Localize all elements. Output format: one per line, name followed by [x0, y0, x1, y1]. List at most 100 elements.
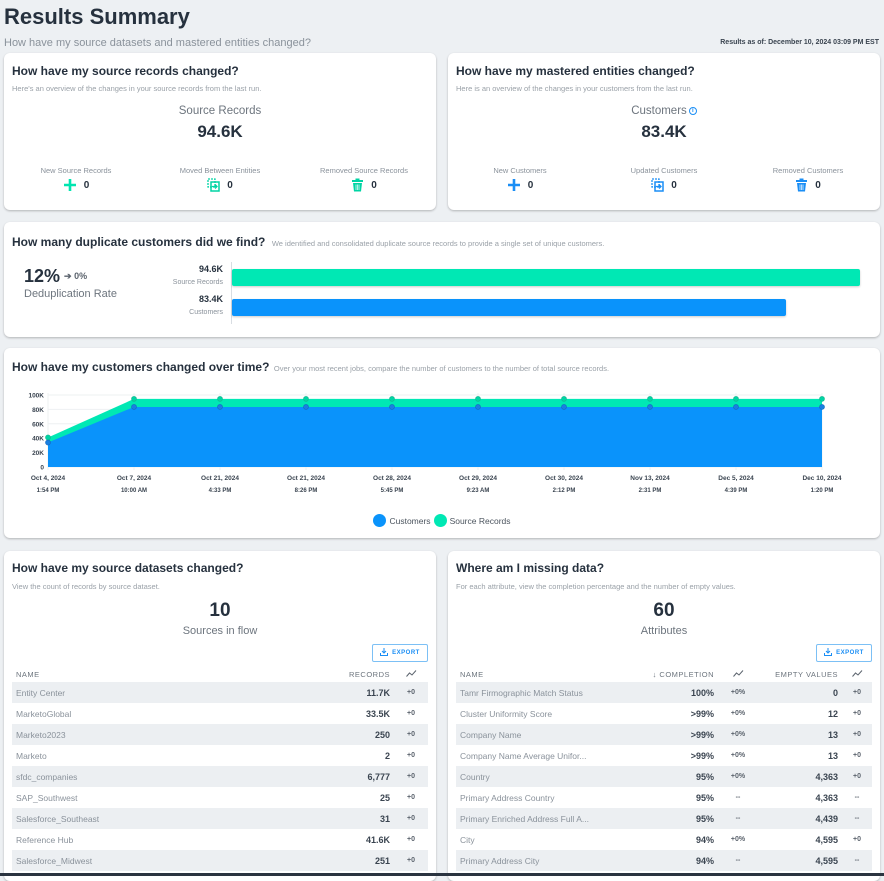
trend-column-header[interactable] — [718, 666, 758, 682]
table-row[interactable]: MarketoGlobal 33.5K +0 — [12, 703, 428, 724]
table-row[interactable]: Primary Address Country 95% -- 4,363 -- — [456, 787, 872, 808]
column-header-empty-values[interactable]: EMPTY VALUES — [775, 669, 838, 679]
y-tick-label: 20K — [32, 450, 44, 457]
export-label: EXPORT — [392, 650, 420, 656]
attribute-name: Company Name — [456, 724, 638, 745]
table-row[interactable]: Primary Enriched Address Full A... 95% -- 4… — [456, 808, 872, 829]
dataset-records: 41.6K — [365, 834, 390, 845]
dedup-rate-label: Deduplication Rate — [24, 288, 117, 300]
area-chart: 0 20K 40K 60K 80K 100K Oct 4, 2024 1:54 PM Oct 7… — [28, 393, 841, 495]
data-point-customers — [733, 404, 739, 410]
attribute-name: Primary Address City — [456, 850, 638, 871]
table-row[interactable]: Reference Hub 41.6K +0 — [12, 829, 428, 850]
card-description: View the count of records by source data… — [12, 582, 160, 591]
attribute-completion: 100% — [638, 682, 718, 703]
stat-new: New Customers 0 — [448, 166, 592, 192]
attribute-completion: >99% — [638, 724, 718, 745]
legend-item-source-records[interactable]: Source Records — [433, 514, 511, 527]
dataset-records: 250 — [324, 724, 394, 745]
data-point-source-records — [131, 396, 137, 402]
column-header-name[interactable]: NAME — [460, 669, 484, 679]
table-row[interactable]: sfdc_companies 6,777 +0 — [12, 766, 428, 787]
card-title: How have my source records changed? — [12, 64, 239, 78]
attribute-empty-delta: -- — [854, 794, 860, 801]
table-row[interactable]: Salesforce_Southeast 31 +0 — [12, 808, 428, 829]
attribute-completion: 94% — [695, 834, 714, 845]
column-header-records[interactable]: RECORDS — [348, 669, 390, 679]
metric-label: Source Records — [178, 105, 262, 117]
table-row[interactable]: Salesforce_Midwest 251 +0 — [12, 850, 428, 871]
attribute-completion: >99% — [690, 750, 714, 761]
metric-label: Customers — [631, 105, 687, 117]
delta-value: 0% — [74, 271, 88, 281]
table-row[interactable]: Marketo 2 +0 — [12, 745, 428, 766]
card-title: How have my mastered entities changed? — [456, 64, 695, 78]
x-tick-label-date: Oct 30, 2024 — [545, 475, 583, 482]
table-row[interactable]: SAP_Southwest 25 +0 — [12, 787, 428, 808]
dataset-name: SAP_Southwest — [16, 792, 78, 803]
table-row[interactable]: Primary Address City 94% -- 4,595 -- — [456, 850, 872, 871]
data-point-customers — [131, 404, 137, 410]
card-title: How have my source datasets changed? — [12, 561, 244, 575]
x-tick-label-time: 2:12 PM — [553, 488, 576, 494]
attribute-name: Primary Enriched Address Full A... — [456, 808, 638, 829]
dataset-name: MarketoGlobal — [16, 708, 72, 719]
table-row[interactable]: Entity Center 11.7K +0 — [12, 682, 428, 703]
attribute-empty-delta: +0 — [853, 710, 861, 717]
card-description: Over your most recent jobs, compare the … — [273, 364, 610, 373]
column-header-name[interactable]: NAME — [16, 669, 40, 679]
table-row[interactable]: Tamr Firmographic Match Status 100% +0% 0 +0 — [456, 682, 872, 703]
dataset-records-delta: +0 — [394, 808, 428, 829]
trend-column-header[interactable] — [842, 666, 872, 682]
y-tick-label: 60K — [32, 421, 44, 428]
stat-updated: Updated Customers 0 — [592, 166, 736, 192]
legend-item-customers[interactable]: Customers — [373, 514, 431, 527]
attribute-empty-delta: +0 — [842, 682, 872, 703]
sources-count: 10 — [209, 600, 231, 621]
dedup-rate-value: 12% — [24, 266, 61, 286]
stat-new: New Source Records 0 — [4, 166, 148, 192]
chart-legend: Customers Source Records — [4, 514, 880, 527]
stat-value: 0 — [527, 179, 534, 191]
data-point-source-records — [389, 396, 395, 402]
data-point-customers — [45, 439, 51, 446]
export-button[interactable]: EXPORT — [816, 644, 872, 662]
trend-column-header[interactable] — [394, 666, 428, 682]
info-icon[interactable]: i — [688, 107, 697, 115]
column-header-completion[interactable]: ↓ COMPLETION — [652, 669, 714, 679]
download-icon — [824, 648, 833, 658]
attribute-completion-delta: +0% — [730, 710, 746, 717]
stats-row: New Source Records 0 Moved Between Entit… — [4, 166, 436, 192]
attribute-completion: 95% — [638, 808, 718, 829]
table-row[interactable]: Cluster Uniformity Score >99% +0% 12 +0 — [456, 703, 872, 724]
table-row[interactable]: Company Name Average Unifor... >99% +0% 13 +… — [456, 745, 872, 766]
attribute-empty-delta: +0 — [853, 752, 861, 759]
x-tick-label-time: 1:54 PM — [37, 488, 60, 494]
table-row[interactable]: Country 95% +0% 4,363 +0 — [456, 766, 872, 787]
move-icon — [651, 178, 664, 192]
legend-label: Customers — [389, 515, 431, 526]
table-row[interactable]: City 94% +0% 4,595 +0 — [456, 829, 872, 850]
export-button[interactable]: EXPORT — [372, 644, 428, 662]
data-point-customers — [647, 404, 653, 410]
stat-value: 0 — [83, 179, 90, 191]
attribute-empty-values: 4,595 — [815, 834, 838, 845]
arrow-right-icon: ➔ — [64, 271, 75, 281]
card-description: For each attribute, view the completion … — [456, 582, 736, 591]
stat-label: New Customers — [493, 166, 547, 175]
dataset-records: 33.5K — [365, 708, 390, 719]
bar-customers — [232, 299, 786, 316]
data-point-source-records — [561, 396, 567, 402]
attribute-name: Cluster Uniformity Score — [460, 708, 553, 719]
dataset-records-delta: +0 — [407, 836, 415, 843]
x-tick-label-date: Oct 29, 2024 — [459, 475, 497, 482]
page-title: Results Summary — [4, 4, 190, 29]
x-tick-label-time: 8:26 PM — [295, 488, 318, 494]
x-tick-label-date: Oct 4, 2024 — [31, 475, 66, 482]
page-subtitle: How have my source datasets and mastered… — [4, 37, 311, 49]
card-description: Here's an overview of the changes in you… — [12, 84, 262, 93]
plus-icon — [507, 178, 521, 192]
table-row[interactable]: Marketo2023 250 +0 — [12, 724, 428, 745]
bar-value-label: 94.6K — [198, 264, 223, 274]
table-row[interactable]: Company Name >99% +0% 13 +0 — [456, 724, 872, 745]
